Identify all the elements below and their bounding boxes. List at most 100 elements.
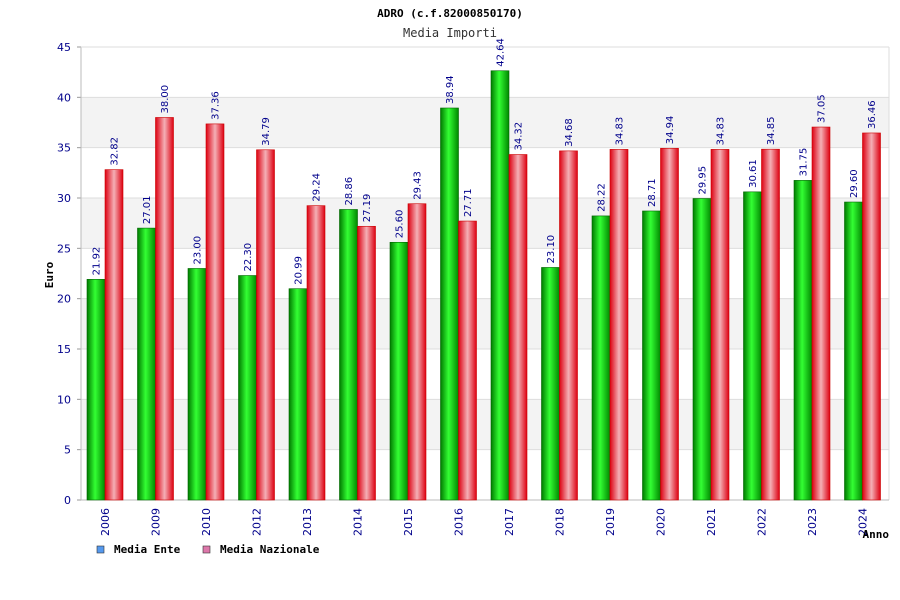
chart-subtitle: Media Importi: [403, 26, 497, 40]
x-axis-label: Anno: [863, 528, 890, 541]
bar-media-ente: [187, 268, 207, 501]
value-label-media-ente: 27.01: [142, 195, 153, 224]
value-label-media-ente: 20.99: [294, 256, 305, 285]
bar-media-nazionale: [710, 149, 730, 501]
legend-swatch-media-nazionale: [202, 545, 211, 554]
bar-media-nazionale: [155, 117, 174, 501]
value-label-media-nazionale: 32.82: [110, 137, 121, 166]
y-tick-label: 25: [57, 242, 71, 255]
value-label-media-nazionale: 27.19: [362, 194, 373, 223]
x-tick-label: 2006: [99, 508, 112, 536]
bar-media-ente: [440, 107, 459, 501]
value-label-media-ente: 28.86: [344, 177, 355, 206]
bar-media-ente: [844, 201, 863, 501]
value-label-media-ente: 25.60: [395, 210, 406, 239]
y-axis-ticks: 0 5 10 15 20 25 30 35 40 45: [57, 41, 71, 507]
value-label-media-ente: 29.95: [698, 166, 709, 195]
bar-media-nazionale: [811, 126, 831, 501]
x-axis-ticks: 2006 2009 2010 2012 2013 2014 2015 2016 2017 2018…: [99, 508, 870, 536]
value-label-media-ente: 21.92: [92, 247, 103, 276]
value-label-media-ente: 29.60: [849, 169, 860, 198]
bar-media-ente: [793, 180, 813, 501]
value-label-media-ente: 23.10: [546, 235, 557, 264]
x-tick-label: 2016: [453, 508, 466, 536]
bar-media-nazionale: [205, 123, 225, 501]
bar-media-ente: [238, 275, 257, 501]
value-label-media-nazionale: 34.68: [564, 118, 575, 147]
bar-media-nazionale: [104, 169, 124, 501]
value-label-media-nazionale: 38.00: [160, 85, 171, 114]
value-label-media-nazionale: 34.83: [716, 117, 727, 146]
y-tick-label: 30: [57, 192, 71, 205]
y-axis-label: Euro: [43, 261, 56, 288]
bar-media-nazionale: [761, 148, 780, 501]
bar-media-nazionale: [407, 203, 427, 501]
value-label-media-nazionale: 37.36: [211, 91, 222, 120]
value-label-media-ente: 23.00: [193, 236, 204, 265]
x-tick-label: 2012: [251, 508, 264, 536]
value-label-media-nazionale: 34.79: [261, 117, 272, 146]
legend-label-media-ente: Media Ente: [114, 543, 181, 556]
y-tick-label: 20: [57, 293, 71, 306]
y-tick-label: 45: [57, 41, 71, 54]
x-tick-label: 2022: [756, 508, 769, 536]
legend-swatch-media-ente: [96, 545, 105, 554]
x-tick-label: 2009: [150, 508, 163, 536]
x-tick-label: 2019: [604, 508, 617, 536]
bar-media-ente: [339, 209, 358, 501]
x-tick-label: 2017: [503, 508, 516, 536]
value-label-media-nazionale: 27.71: [463, 188, 474, 217]
bar-media-ente: [288, 288, 308, 501]
bar-media-nazionale: [559, 150, 578, 501]
bar-media-nazionale: [256, 149, 275, 501]
x-tick-label: 2021: [705, 508, 718, 536]
value-label-media-nazionale: 34.32: [514, 122, 525, 151]
x-tick-label: 2024: [857, 508, 870, 536]
value-label-media-ente: 42.64: [496, 38, 507, 67]
value-label-media-ente: 31.75: [799, 148, 810, 177]
value-label-media-ente: 22.30: [243, 243, 254, 272]
bar-media-ente: [743, 191, 762, 501]
value-label-media-nazionale: 34.94: [665, 116, 676, 145]
value-label-media-ente: 28.71: [647, 178, 658, 207]
bar-media-ente: [541, 267, 560, 501]
y-tick-label: 35: [57, 142, 71, 155]
bar-media-ente: [692, 198, 712, 501]
y-tick-label: 0: [64, 494, 71, 507]
bar-media-ente: [389, 241, 409, 501]
x-tick-label: 2013: [301, 508, 314, 536]
y-tick-label: 10: [57, 393, 71, 406]
value-label-media-nazionale: 29.43: [413, 171, 424, 200]
y-tick-label: 5: [64, 444, 71, 457]
x-tick-label: 2010: [200, 508, 213, 536]
value-label-media-nazionale: 34.85: [766, 117, 777, 146]
y-tick-label: 40: [57, 91, 71, 104]
chart-title: ADRO (c.f.82000850170): [377, 7, 523, 20]
x-tick-label: 2020: [655, 508, 668, 536]
grid-band: [81, 47, 889, 98]
bar-media-ente: [490, 70, 510, 501]
x-tick-label: 2015: [402, 508, 415, 536]
bar-media-ente: [642, 210, 661, 501]
value-label-media-ente: 38.94: [445, 75, 456, 104]
value-label-media-nazionale: 36.46: [867, 100, 878, 129]
bar-media-nazionale: [306, 205, 326, 501]
x-tick-label: 2023: [806, 508, 819, 536]
x-tick-label: 2014: [352, 508, 365, 536]
bar-media-nazionale: [357, 225, 376, 501]
bars: [86, 70, 881, 501]
value-label-media-ente: 28.22: [597, 183, 608, 212]
bar-media-nazionale: [660, 147, 679, 501]
bar-media-nazionale: [508, 154, 528, 501]
value-label-media-nazionale: 37.05: [817, 94, 828, 123]
bar-media-nazionale: [458, 220, 477, 501]
legend: Media Ente Media Nazionale: [96, 543, 320, 556]
value-label-media-nazionale: 29.24: [312, 173, 323, 202]
value-label-media-ente: 30.61: [748, 159, 759, 188]
bar-media-ente: [86, 279, 106, 501]
legend-label-media-nazionale: Media Nazionale: [220, 543, 320, 556]
x-tick-label: 2018: [554, 508, 567, 536]
bar-media-nazionale: [862, 132, 881, 501]
value-labels: 21.92 32.82 27.01 38.00 23.00 37.36 22.30 34.79…: [92, 38, 879, 285]
bar-media-ente: [137, 227, 156, 501]
